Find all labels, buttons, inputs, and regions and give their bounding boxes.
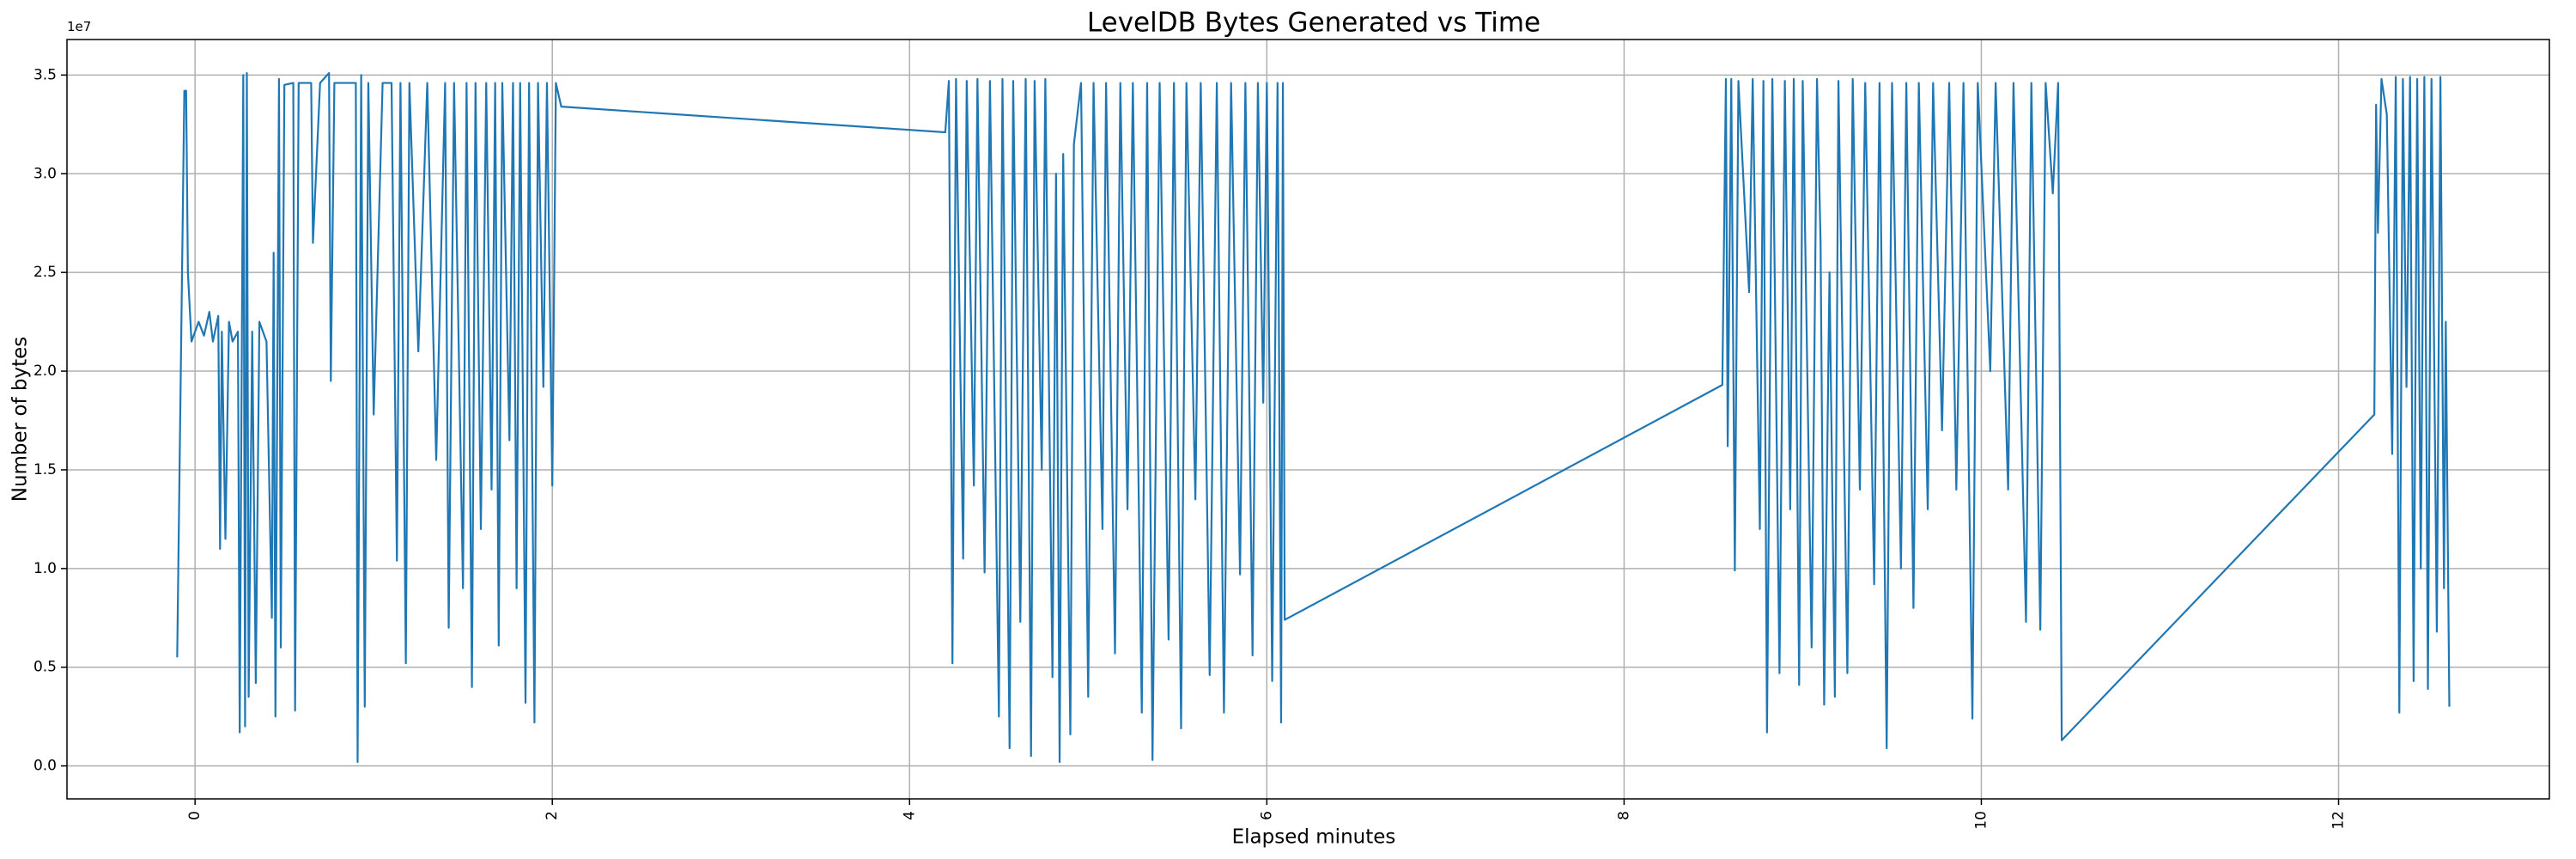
y-offset-label: 1e7 — [67, 19, 91, 34]
data-line — [176, 71, 2451, 764]
y-tick-label: 1.5 — [33, 461, 57, 478]
x-tick-label: 2 — [544, 811, 561, 820]
x-tick-label: 4 — [901, 811, 918, 820]
y-tick-label: 0.5 — [33, 659, 57, 676]
y-tick-label: 2.0 — [33, 362, 57, 380]
x-axis-label: Elapsed minutes — [1232, 826, 1396, 849]
plot-frame — [66, 39, 2550, 800]
x-tick-label: 10 — [1972, 811, 1990, 830]
y-tick-label: 0.0 — [33, 758, 57, 775]
x-tick-label: 6 — [1258, 811, 1275, 820]
y-tick-label: 3.0 — [33, 165, 57, 182]
y-tick-label: 1.0 — [33, 560, 57, 577]
x-tick-label: 8 — [1615, 811, 1632, 820]
x-tick-label: 0 — [186, 811, 204, 820]
chart-title: LevelDB Bytes Generated vs Time — [1087, 8, 1540, 39]
y-tick-label: 3.5 — [33, 66, 57, 83]
y-tick-label: 2.5 — [33, 264, 57, 281]
x-tick-label: 12 — [2330, 811, 2348, 830]
y-axis-label: Number of bytes — [9, 337, 32, 503]
